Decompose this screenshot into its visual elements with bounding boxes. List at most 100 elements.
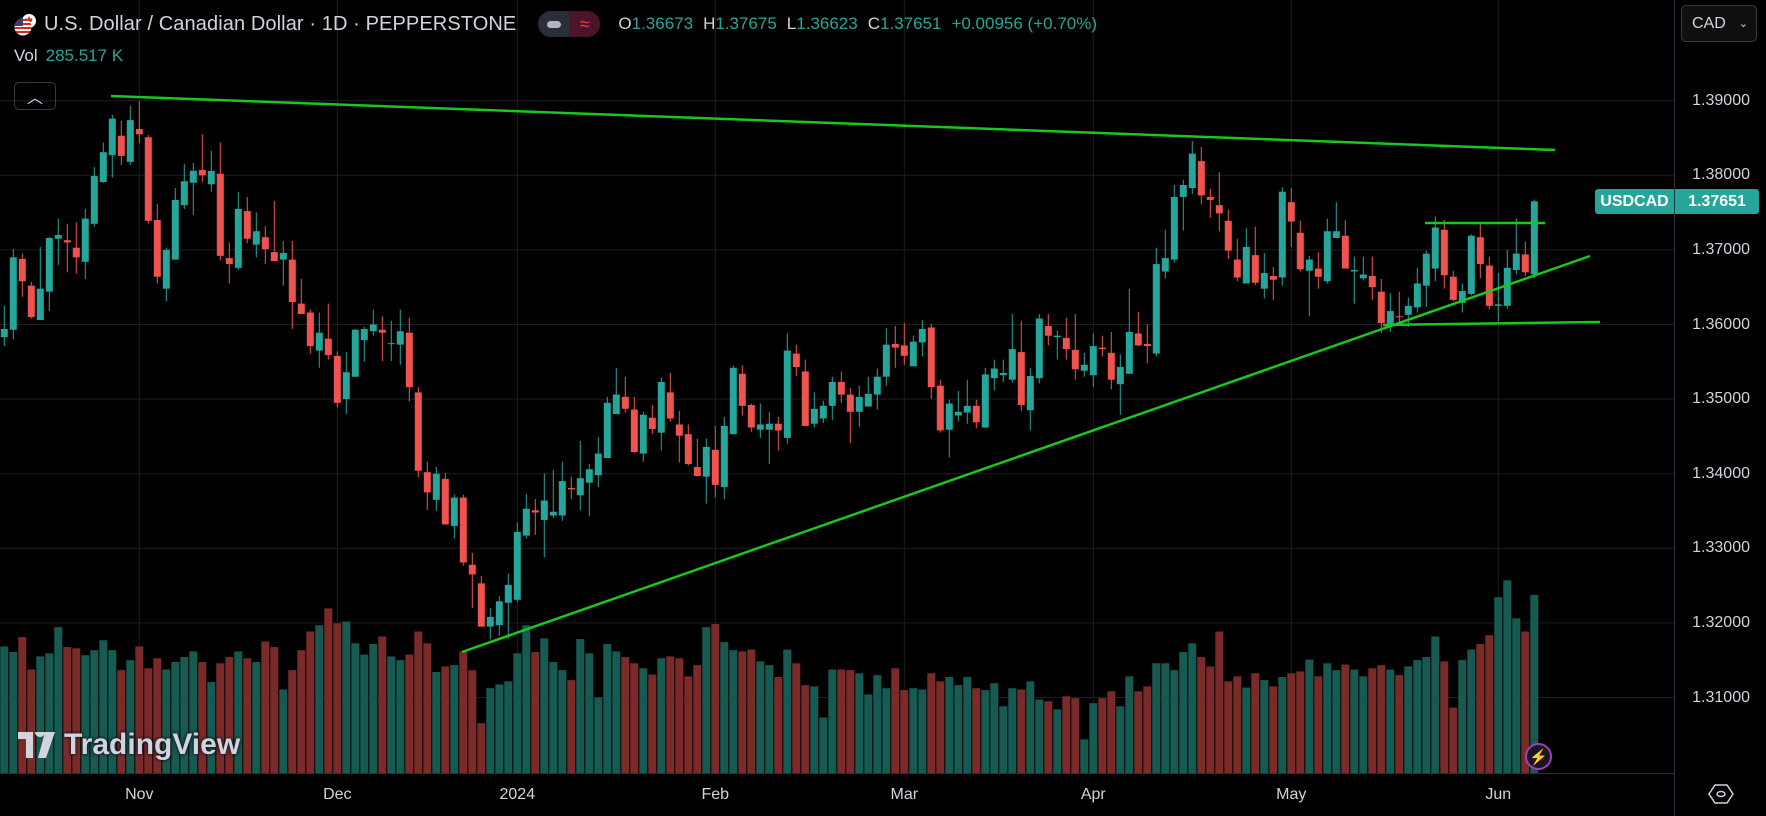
candle-body xyxy=(54,234,62,239)
candle-body xyxy=(909,341,917,367)
volume-bar xyxy=(990,683,999,773)
symbol-title[interactable]: U.S. Dollar / Canadian Dollar · 1D · PEP… xyxy=(44,12,517,35)
volume-bar xyxy=(756,661,765,773)
candle-body xyxy=(684,434,692,465)
candle-body xyxy=(297,303,305,315)
candle xyxy=(783,333,791,444)
candle xyxy=(792,344,800,376)
candle-body xyxy=(981,374,989,428)
candle-body xyxy=(657,381,665,433)
candle-body xyxy=(1215,205,1223,214)
candle-body xyxy=(810,408,818,424)
volume-bar xyxy=(963,676,972,773)
candle xyxy=(747,403,755,432)
candle xyxy=(801,359,809,426)
candle xyxy=(99,142,107,183)
collapse-legend-button[interactable]: ︿ xyxy=(14,82,56,110)
time-axis[interactable]: Nov Dec 2024 Feb Mar Apr May Jun xyxy=(0,773,1674,816)
price-tick-label: 1.31000 xyxy=(1692,688,1750,706)
candle-body xyxy=(459,497,467,563)
volume-bar xyxy=(594,697,603,773)
volume-bar xyxy=(1107,691,1116,773)
candle xyxy=(432,466,440,511)
candle-body xyxy=(423,472,431,493)
volume-bar xyxy=(1035,699,1044,773)
volume-bar xyxy=(405,654,414,773)
candle xyxy=(1035,314,1043,384)
candle xyxy=(1062,317,1070,360)
candle-body xyxy=(1359,274,1367,279)
candle-body xyxy=(990,368,998,379)
volume-bar xyxy=(1458,660,1467,773)
volume-bar xyxy=(747,649,756,773)
price-axis[interactable]: 1.39000 1.38000 1.37000 1.36000 1.35000 1.340… xyxy=(1674,0,1766,816)
candle-body xyxy=(63,240,71,243)
volume-bar xyxy=(387,656,396,773)
candle xyxy=(1269,267,1277,300)
candle xyxy=(1476,223,1484,279)
candle xyxy=(594,437,602,488)
volume-bar xyxy=(36,656,45,773)
candlesticks xyxy=(0,101,1538,640)
support-trendline[interactable] xyxy=(461,254,1591,654)
price-chart[interactable] xyxy=(0,0,1674,773)
candle-body xyxy=(279,252,287,260)
settings-eye-icon[interactable] xyxy=(1708,783,1734,805)
volume-bar xyxy=(45,653,54,773)
hide-icon[interactable] xyxy=(538,11,569,37)
volume-bar xyxy=(153,658,162,773)
candle-body xyxy=(1053,335,1061,338)
candle xyxy=(1197,146,1205,205)
currency-selector[interactable]: CAD ⌄ xyxy=(1681,5,1757,42)
candle xyxy=(63,223,71,273)
candle xyxy=(558,461,566,521)
volume-bar xyxy=(288,670,297,773)
price-tick-label: 1.36000 xyxy=(1692,315,1750,333)
candle-body xyxy=(189,170,197,183)
candle-body xyxy=(675,424,683,436)
candle-body xyxy=(477,583,485,627)
volume-bar xyxy=(540,638,549,773)
candle xyxy=(720,417,728,500)
tradingview-logo[interactable]: TradingView xyxy=(18,728,240,762)
lightning-icon[interactable]: ⚡ xyxy=(1525,743,1552,770)
currency-value: CAD xyxy=(1692,14,1726,32)
trendlines[interactable] xyxy=(110,94,1601,654)
time-tick-label: 2024 xyxy=(499,786,536,803)
candle xyxy=(1143,324,1151,364)
volume-bar xyxy=(351,643,360,773)
candle-body xyxy=(585,469,593,483)
candle-body xyxy=(1224,220,1232,251)
volume-bar xyxy=(702,627,711,773)
candle xyxy=(225,242,233,284)
volume-bar xyxy=(954,685,963,773)
volume-bar xyxy=(279,689,288,773)
candle-body xyxy=(1413,283,1421,308)
volume-bar xyxy=(1359,676,1368,773)
candle xyxy=(441,472,449,525)
volume-bar xyxy=(837,669,846,773)
resistance-trendline[interactable] xyxy=(110,94,1556,152)
candle-body xyxy=(27,285,35,318)
candle xyxy=(675,411,683,463)
approx-icon[interactable]: ≈ xyxy=(569,11,601,37)
volume-bar xyxy=(1017,689,1026,773)
candle-body xyxy=(945,403,953,430)
candle xyxy=(1053,330,1061,360)
candle-body xyxy=(198,170,206,176)
candle-body xyxy=(216,173,224,256)
volume-bar xyxy=(477,723,486,773)
candle xyxy=(144,135,152,224)
candle xyxy=(1224,209,1232,259)
time-tick-label: Mar xyxy=(890,786,919,803)
candle xyxy=(1323,218,1331,284)
candle xyxy=(1026,367,1034,431)
volume-bar xyxy=(1485,635,1494,773)
candle-body xyxy=(1323,231,1331,282)
price-tick-label: 1.33000 xyxy=(1692,539,1750,557)
indicator-toggle[interactable]: ≈ xyxy=(538,11,601,37)
candle xyxy=(1008,314,1016,383)
volume-bar xyxy=(198,662,207,773)
candle xyxy=(378,316,386,362)
range-bottom-line[interactable] xyxy=(1382,320,1601,327)
